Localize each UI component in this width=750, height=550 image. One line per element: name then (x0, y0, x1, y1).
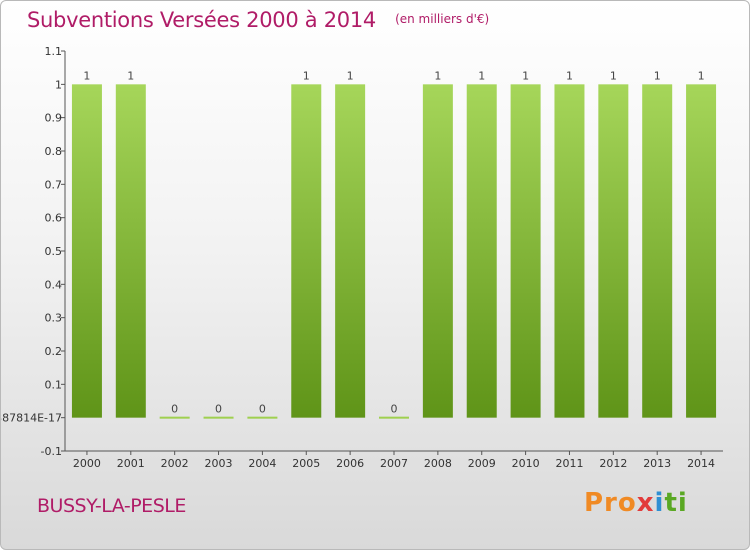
y-tick-label: 0.9 (45, 112, 63, 125)
data-label: 1 (303, 69, 310, 82)
y-tick-label: 0.5 (45, 245, 63, 258)
x-tick-label: 2006 (336, 457, 364, 470)
data-label: 0 (391, 403, 398, 416)
x-tick-label: 2003 (205, 457, 233, 470)
data-label: 1 (347, 69, 354, 82)
data-label: 0 (215, 403, 222, 416)
unit-note: (en milliers d'€) (395, 12, 490, 26)
data-label: 1 (698, 69, 705, 82)
y-tick-label: 0.4 (45, 278, 63, 291)
data-label: 1 (434, 69, 441, 82)
x-tick-label: 2011 (555, 457, 583, 470)
y-tick-label: 0.1 (45, 378, 63, 391)
bar (247, 416, 278, 419)
bar (115, 84, 146, 418)
y-tick-label: 0.7 (45, 178, 63, 191)
data-label: 1 (83, 69, 90, 82)
commune-name: BUSSY-LA-PESLE (37, 495, 186, 517)
y-tick-label: 1.1 (45, 45, 63, 58)
x-tick-label: 2002 (161, 457, 189, 470)
data-label: 1 (127, 69, 134, 82)
bar (466, 84, 497, 418)
x-tick-label: 2009 (468, 457, 496, 470)
data-label: 1 (522, 69, 529, 82)
data-label: 1 (610, 69, 617, 82)
x-tick-label: 2000 (73, 457, 101, 470)
data-label: 1 (566, 69, 573, 82)
x-tick-label: 2012 (599, 457, 627, 470)
bar (159, 416, 190, 419)
data-label: 1 (654, 69, 661, 82)
bar (335, 84, 366, 418)
chart-title: Subventions Versées 2000 à 2014 (27, 8, 376, 32)
bar (598, 84, 629, 418)
x-tick-label: 2001 (117, 457, 145, 470)
bar (422, 84, 453, 418)
y-tick-label: -0.1 (41, 445, 62, 458)
axes (61, 50, 723, 455)
y-tick-label: 1.387814E-17 (1, 412, 62, 425)
bar (291, 84, 322, 418)
bar (71, 84, 102, 418)
x-tick-label: 2005 (292, 457, 320, 470)
bars (71, 84, 717, 419)
x-tick-label: 2004 (248, 457, 276, 470)
proxiti-logo: Proxiti (584, 488, 688, 518)
y-tick-label: 0.8 (45, 145, 63, 158)
bar (554, 84, 585, 418)
bar (510, 84, 541, 418)
title-row: Subventions Versées 2000 à 2014 (en mill… (27, 8, 489, 32)
y-tick-label: 0.6 (45, 212, 63, 225)
bar (642, 84, 673, 418)
labels: -0.1 1.387814E-17 0.1 0.2 0.3 0.4 0.5 0.6 0.7 0.8… (1, 45, 715, 470)
bar (203, 416, 234, 419)
y-tick-label: 1 (55, 78, 62, 91)
y-tick-label: 0.2 (45, 345, 63, 358)
data-label: 0 (171, 403, 178, 416)
data-label: 0 (259, 403, 266, 416)
x-tick-label: 2010 (512, 457, 540, 470)
x-tick-label: 2007 (380, 457, 408, 470)
x-tick-label: 2013 (643, 457, 671, 470)
y-tick-label: 0.3 (45, 312, 63, 325)
x-tick-label: 2008 (424, 457, 452, 470)
bar (379, 416, 409, 419)
x-tick-label: 2014 (687, 457, 715, 470)
bar (686, 84, 717, 418)
data-label: 1 (478, 69, 485, 82)
